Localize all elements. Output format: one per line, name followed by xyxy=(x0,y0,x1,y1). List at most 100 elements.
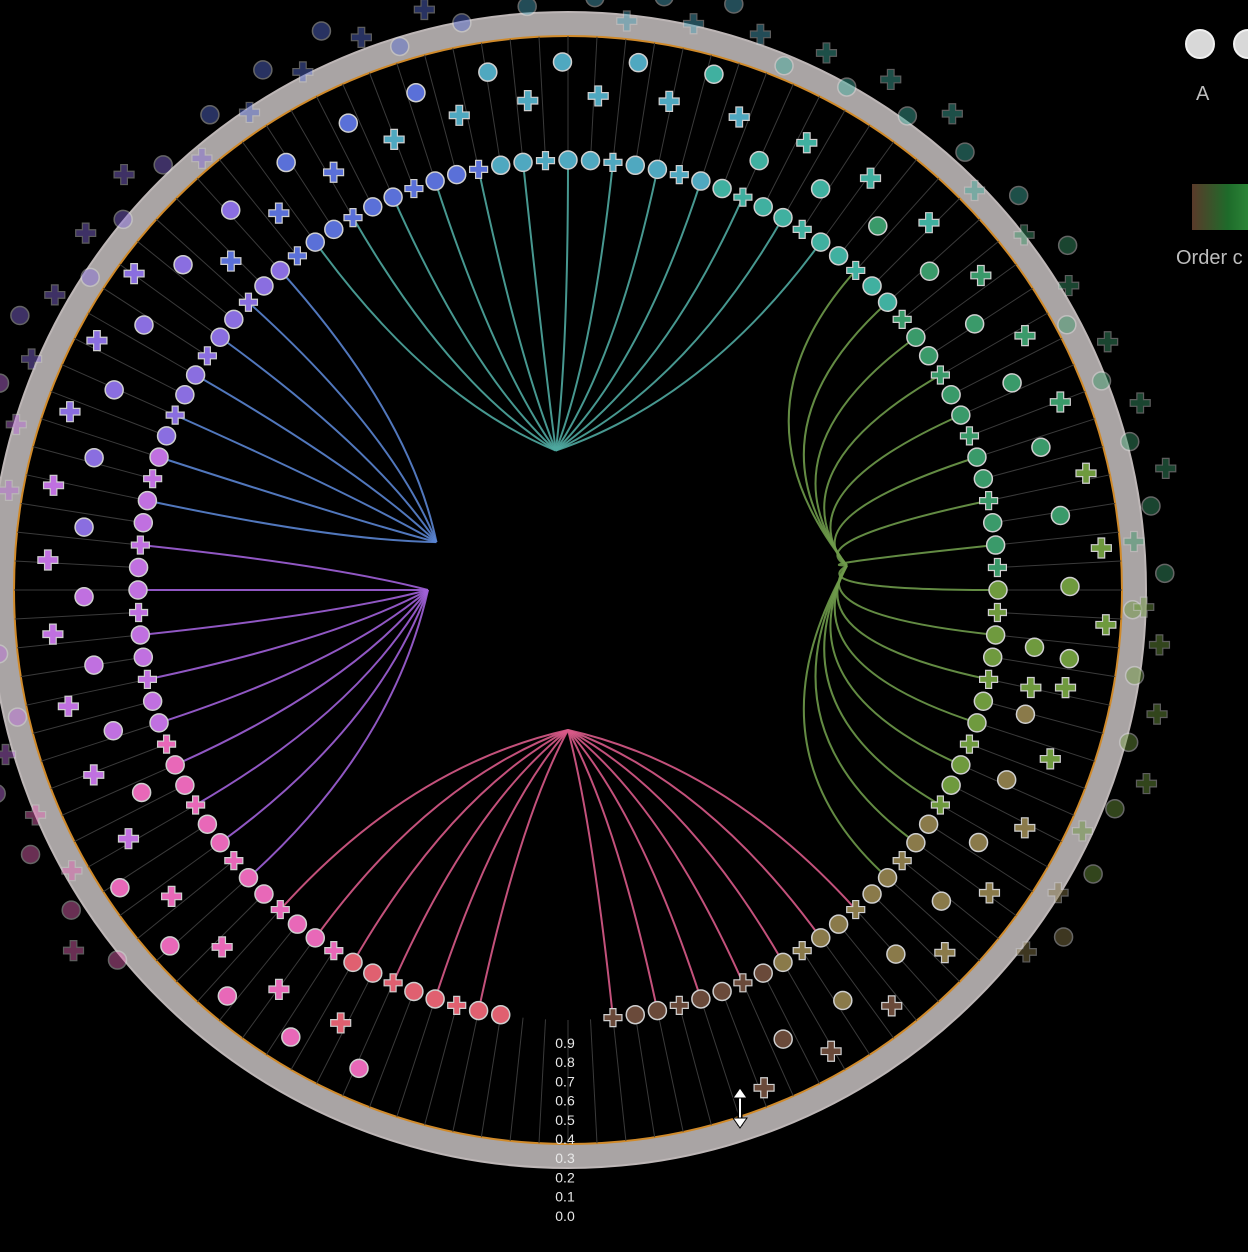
axis-tick-label: 0.8 xyxy=(555,1054,575,1070)
node-plus xyxy=(224,851,244,871)
spoke-line xyxy=(538,36,546,161)
node-circle xyxy=(988,580,1008,600)
node-circle xyxy=(446,164,467,185)
node-circle xyxy=(149,447,169,467)
axis-tick-label: 0.7 xyxy=(555,1073,575,1089)
outer-plus xyxy=(1047,882,1069,904)
axis-tick-label: 0.3 xyxy=(555,1150,575,1166)
outer-marker xyxy=(1146,703,1168,725)
spoke-line xyxy=(424,54,458,175)
spoke-line xyxy=(50,743,167,790)
node-circle xyxy=(197,814,218,834)
edge-curve xyxy=(567,729,857,911)
node-circle xyxy=(175,385,195,405)
node-plus xyxy=(447,995,467,1015)
axis-tick-label: 0.5 xyxy=(555,1112,575,1128)
outer-marker xyxy=(1057,314,1077,335)
node-circle xyxy=(210,832,230,853)
outer-marker xyxy=(517,0,537,17)
ring-plus xyxy=(86,329,108,352)
edge-curve xyxy=(352,217,557,452)
edge-curve xyxy=(555,241,822,452)
outer-marker xyxy=(749,23,772,45)
outer-plus xyxy=(62,939,85,962)
spoke-line xyxy=(801,125,871,230)
spoke-line xyxy=(20,502,144,524)
node-plus xyxy=(792,941,812,961)
axis-tick-label: 0.9 xyxy=(555,1035,575,1051)
outer-plus xyxy=(1015,941,1037,963)
spoke-line xyxy=(997,560,1122,568)
spoke-line xyxy=(50,390,167,437)
outer-circle xyxy=(1119,431,1140,452)
node-circle xyxy=(862,276,882,296)
node-plus xyxy=(130,535,150,555)
spoke-line xyxy=(61,764,176,816)
spoke-line xyxy=(700,62,740,182)
node-circle xyxy=(951,405,971,425)
outer-marker xyxy=(1057,235,1078,256)
node-plus xyxy=(270,899,290,920)
spoke-line xyxy=(855,177,940,271)
node-circle xyxy=(324,219,344,240)
edge-curve xyxy=(555,180,702,452)
ring-plus xyxy=(820,1040,842,1062)
color-scale-bar xyxy=(1192,184,1248,230)
outer-marker xyxy=(1013,224,1035,246)
outer-circle xyxy=(0,373,10,393)
spoke-line xyxy=(40,722,160,762)
node-circle xyxy=(513,152,533,173)
ring-circle xyxy=(1002,373,1022,393)
outer-circle xyxy=(1105,798,1125,819)
legend-shape-b-icon[interactable] xyxy=(1233,29,1248,59)
spoke-line xyxy=(721,72,768,189)
ring-circle xyxy=(104,380,124,400)
node-circle xyxy=(130,625,151,645)
node-circle xyxy=(270,260,291,281)
ring-plus xyxy=(1039,748,1061,770)
ring-plus xyxy=(978,882,1001,904)
ring-circle xyxy=(478,62,498,82)
outer-marker xyxy=(1124,665,1145,686)
ring-plus xyxy=(57,695,79,717)
ring-plus xyxy=(918,212,940,234)
node-plus xyxy=(343,208,363,228)
edge-curve xyxy=(787,269,857,567)
node-circle xyxy=(951,755,971,775)
legend-shape-a-icon[interactable] xyxy=(1185,29,1215,59)
node-circle xyxy=(877,292,898,313)
outer-circle xyxy=(153,155,173,175)
node-plus xyxy=(186,795,206,815)
spoke-line xyxy=(940,312,1049,376)
outer-marker xyxy=(1053,927,1074,947)
outer-circle xyxy=(389,36,410,57)
spoke-line xyxy=(218,923,298,1021)
outer-marker xyxy=(1091,371,1112,391)
spoke-line xyxy=(915,263,1017,338)
ring-plus xyxy=(1020,676,1042,699)
node-plus xyxy=(669,995,689,1015)
node-circle xyxy=(647,159,668,180)
outer-plus xyxy=(191,147,213,169)
spoke-line xyxy=(656,1010,684,1132)
node-circle xyxy=(941,775,961,795)
outer-plus xyxy=(75,222,97,244)
outer-marker xyxy=(963,179,986,202)
edge-curve xyxy=(314,241,557,452)
spoke-line xyxy=(396,62,436,182)
edge-curve xyxy=(802,301,889,567)
ring-circle xyxy=(84,447,104,468)
node-plus xyxy=(404,178,424,199)
outer-marker xyxy=(238,101,261,124)
spoke-line xyxy=(26,678,148,706)
ring-circle xyxy=(217,986,238,1006)
ring-plus xyxy=(517,90,539,112)
outer-plus xyxy=(292,61,314,83)
spoke-line xyxy=(74,338,186,396)
node-circle xyxy=(647,1000,668,1021)
edge-curve xyxy=(823,565,941,806)
ring-plus xyxy=(330,1012,352,1034)
node-circle xyxy=(142,691,163,712)
node-circle xyxy=(906,327,926,348)
node-circle xyxy=(128,580,148,600)
